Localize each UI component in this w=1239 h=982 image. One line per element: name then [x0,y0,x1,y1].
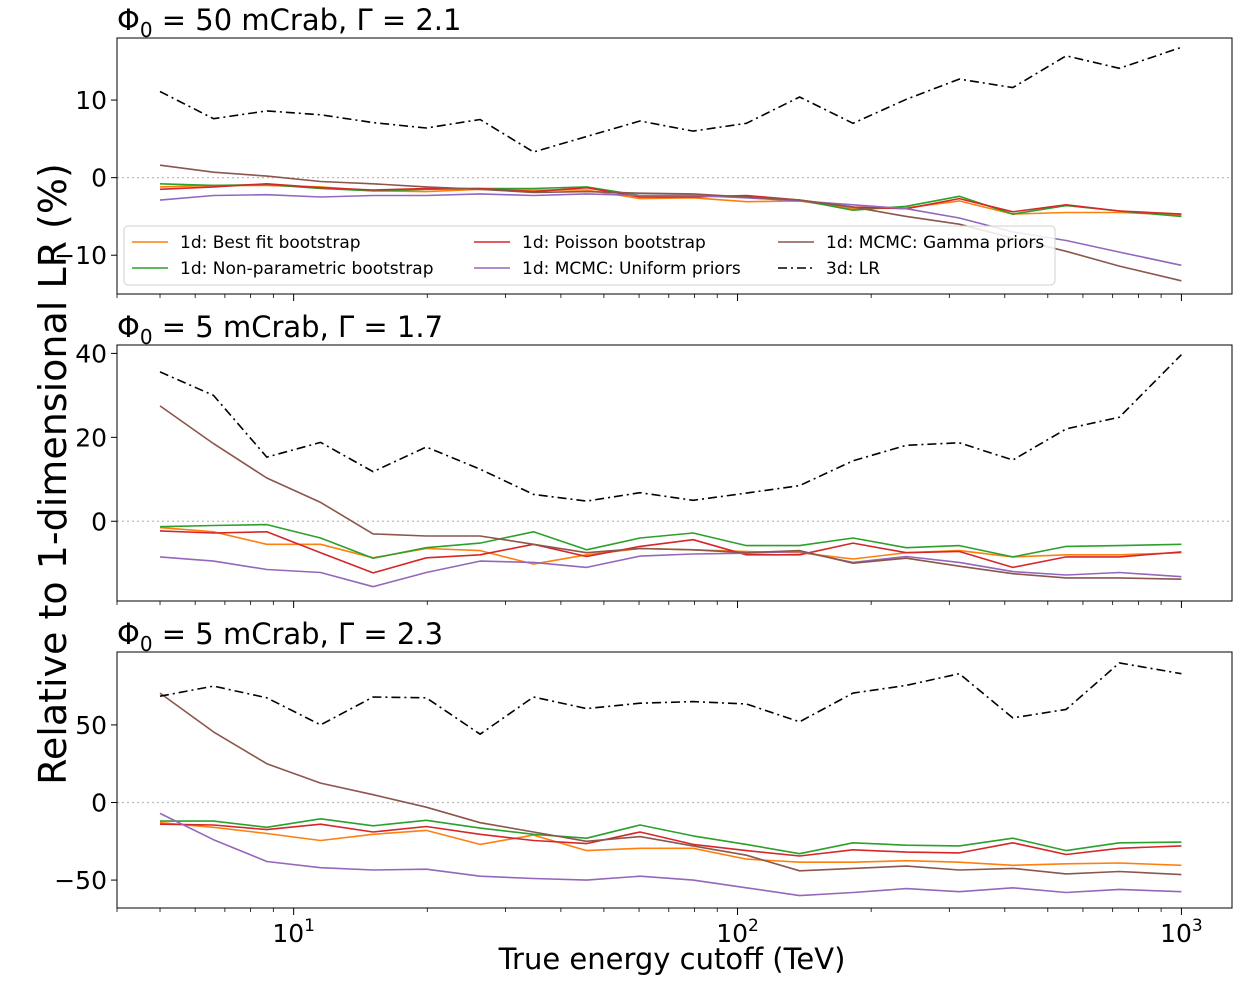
y-tick-label: 10 [75,86,107,115]
x-tick-label: 102 [716,916,759,948]
x-tick-label: 101 [272,916,315,948]
legend-frame [123,225,1056,286]
series-line-1d-mcmc-uniform-priors [159,550,1182,588]
x-tick-label: 103 [1160,916,1203,948]
series-line-1d-best-fit-bootstrap [159,821,1182,867]
panel-title: Φ0 = 50 mCrab, Γ = 2.1 [117,3,461,42]
chart-panels: Φ0 = 50 mCrab, Γ = 2.1 10 0 −10 Φ0 = 5 mCrab… [54,3,1233,948]
y-tick-label: 40 [75,339,107,368]
panel-3: Φ0 = 5 mCrab, Γ = 2.3 50 0 −50 101 102 103 [54,617,1233,948]
series-line-1d-mcmc-gamma-priors [159,692,1182,876]
x-axis-label: True energy cutoff (TeV) [498,942,846,976]
y-tick-label: 50 [75,711,107,740]
series-line-3d-lr [159,662,1182,736]
y-axis-label: Relative to 1-dimensional LR (%) [31,163,75,785]
y-tick-label: −50 [54,866,107,895]
y-tick-label: 20 [75,423,107,452]
chart-legend: 1d: Best fit bootstrap 1d: Poisson bootst… [123,225,1056,286]
y-tick-label: 0 [91,788,107,817]
legend-label-3d-lr: 3d: LR [826,259,880,279]
plot-area-frame [116,37,1233,295]
y-tick-label: 0 [91,507,107,536]
series-line-1d-mcmc-gamma-priors [159,405,1182,580]
legend-label-1d-mcmc-uniform-priors: 1d: MCMC: Uniform priors [522,259,741,279]
series-line-1d-poisson-bootstrap [159,530,1182,574]
series-line-3d-lr [159,46,1182,153]
series-line-3d-lr [159,354,1182,502]
panel-2: Φ0 = 5 mCrab, Γ = 1.7 40 20 0 [75,310,1233,608]
series-line-1d-non-parametric-bootstrap [159,523,1182,560]
y-tick-label: −10 [54,241,107,270]
legend-label-1d-non-parametric-bootstrap: 1d: Non-parametric bootstrap [180,259,434,279]
legend-label-1d-poisson-bootstrap: 1d: Poisson bootstrap [522,233,706,253]
series-line-1d-non-parametric-bootstrap [160,817,1182,855]
series-line-1d-non-parametric-bootstrap [159,183,1182,218]
series-line-1d-poisson-bootstrap [159,183,1182,215]
series-line-1d-poisson-bootstrap [159,823,1182,857]
panel-title: Φ0 = 5 mCrab, Γ = 2.3 [117,617,443,656]
series-line-1d-mcmc-uniform-priors [159,812,1182,897]
plot-area-frame [116,651,1233,909]
y-tick-label: 0 [91,164,107,193]
legend-label-1d-best-fit-bootstrap: 1d: Best fit bootstrap [180,233,361,253]
panel-1: Φ0 = 50 mCrab, Γ = 2.1 10 0 −10 [54,3,1233,301]
panel-title: Φ0 = 5 mCrab, Γ = 1.7 [117,310,443,349]
plot-area-frame [116,344,1233,602]
series-line-1d-best-fit-bootstrap [159,526,1182,565]
legend-label-1d-mcmc-gamma-priors: 1d: MCMC: Gamma priors [826,233,1044,253]
